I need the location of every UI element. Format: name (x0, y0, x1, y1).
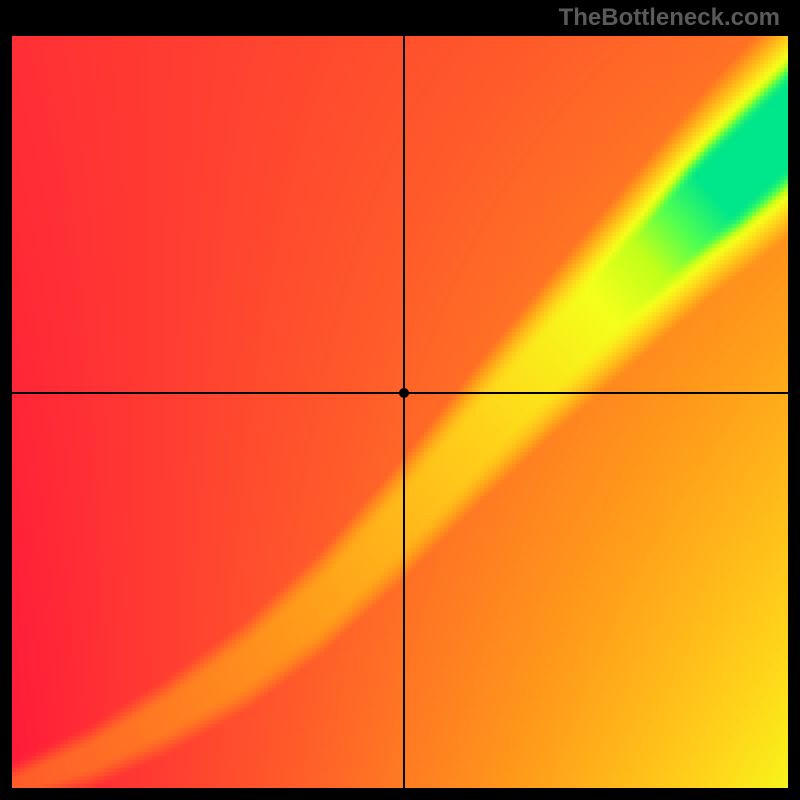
crosshair-vertical (403, 36, 405, 788)
marker-point (399, 388, 409, 398)
heatmap-canvas (12, 36, 788, 788)
attribution-text: TheBottleneck.com (559, 4, 780, 32)
